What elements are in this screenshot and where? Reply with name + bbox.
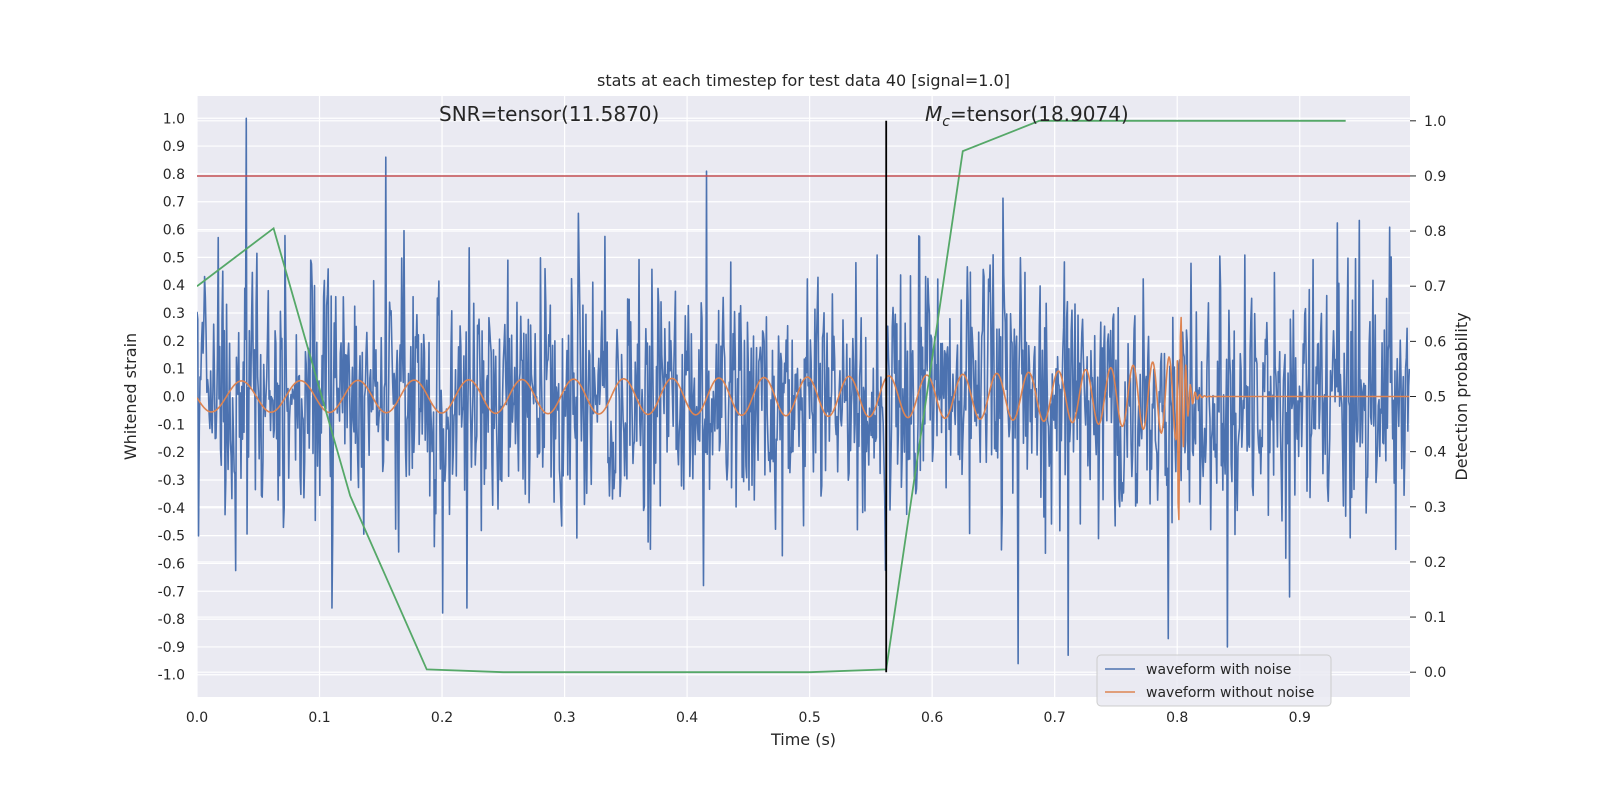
y2-tick-label: 0.8 [1424, 224, 1446, 240]
y-tick-label: -0.4 [158, 501, 185, 517]
x-tick-label: 0.0 [186, 710, 208, 726]
y-tick-label: 0.3 [163, 306, 185, 322]
overlay-layer [197, 120, 1410, 673]
ticks: 0.0 0.1 0.2 0.3 0.4 0.5 0.6 0.7 0.8 0.9 1.0 0.9 0.8 0… [158, 111, 1447, 726]
y2-axis-label: Detection probability [1452, 312, 1471, 480]
x-tick-label: 0.2 [431, 710, 453, 726]
y-tick-label: 0.1 [163, 362, 185, 378]
series-layer [197, 117, 1410, 674]
y-tick-label: -0.2 [158, 445, 185, 461]
x-tick-label: 0.9 [1289, 710, 1311, 726]
y2-tick-label: 0.0 [1424, 665, 1446, 681]
series-waveform-without-noise [197, 316, 1410, 521]
chirp-mass-annotation: Mc=tensor(18.9074) [925, 102, 1129, 130]
chart-title: stats at each timestep for test data 40 … [597, 71, 1010, 90]
y2-tick-label: 0.5 [1424, 390, 1446, 406]
legend-label-clean: waveform without noise [1146, 685, 1314, 701]
y-tick-label: 0.6 [163, 223, 185, 239]
y-tick-label: 0.8 [163, 167, 185, 183]
y-tick-label: -0.8 [158, 612, 185, 628]
plot-area [197, 117, 1410, 674]
legend: waveform with noise waveform without noi… [1096, 654, 1332, 707]
y-tick-label: -0.7 [158, 584, 185, 600]
x-tick-label: 0.7 [1044, 710, 1066, 726]
legend-label-noise: waveform with noise [1146, 662, 1291, 678]
y2-tick-label: 0.7 [1424, 279, 1446, 295]
y2-tick-label: 0.3 [1424, 500, 1446, 516]
y-tick-label: -0.5 [158, 529, 185, 545]
y-tick-label: 0.4 [163, 278, 185, 294]
x-tick-label: 0.4 [676, 710, 698, 726]
y-tick-label: 0.2 [163, 334, 185, 350]
y-axis-label: Whitened strain [121, 333, 140, 460]
series-waveform-with-noise [197, 117, 1410, 665]
y-tick-label: 1.0 [163, 111, 185, 127]
y2-tick-label: 1.0 [1424, 114, 1446, 130]
mc-value: =tensor(18.9074) [950, 102, 1129, 126]
snr-annotation: SNR=tensor(11.5870) [439, 102, 659, 126]
x-axis-label: Time (s) [770, 730, 836, 749]
x-tick-label: 0.8 [1166, 710, 1188, 726]
x-tick-label: 0.6 [921, 710, 943, 726]
y-tick-label: -0.3 [158, 473, 185, 489]
y-tick-label: -1.0 [158, 668, 185, 684]
y-tick-label: -0.6 [158, 556, 185, 572]
y-tick-label: 0.5 [163, 250, 185, 266]
x-tick-label: 0.5 [798, 710, 820, 726]
series-detection-probability [197, 119, 1346, 674]
y-tick-label: 0.0 [163, 390, 185, 406]
y2-tick-label: 0.6 [1424, 334, 1446, 350]
mc-symbol: M [925, 102, 942, 126]
y2-tick-label: 0.2 [1424, 555, 1446, 571]
y-tick-label: -0.9 [158, 640, 185, 656]
y2-tick-label: 0.4 [1424, 445, 1446, 461]
y-tick-label: 0.7 [163, 195, 185, 211]
y-tick-label: 0.9 [163, 139, 185, 155]
x-tick-label: 0.3 [553, 710, 575, 726]
x-tick-label: 0.1 [308, 710, 330, 726]
legend-box [1096, 654, 1332, 707]
y-tick-label: -0.1 [158, 417, 185, 433]
y2-tick-label: 0.9 [1424, 169, 1446, 185]
y2-tick-label: 0.1 [1424, 610, 1446, 626]
mc-subscript: c [942, 114, 950, 130]
